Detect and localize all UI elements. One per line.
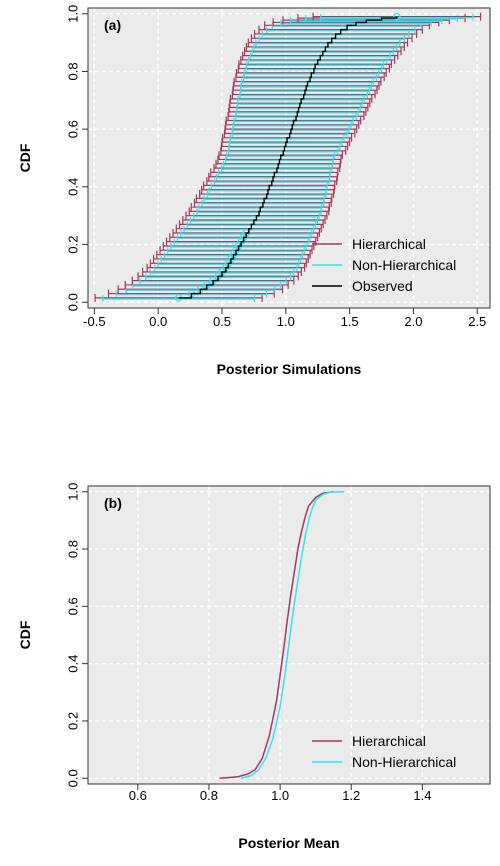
x-tick-label-0: -0.5 bbox=[83, 314, 105, 329]
observed-point bbox=[393, 12, 401, 21]
axes-a: -0.5 0.0 0.5 1.0 1.5 2.0 2.50.00.20.40.60.81.0 bbox=[65, 5, 486, 329]
legend-b: Hierarchical Non-Hierarchical bbox=[312, 733, 456, 770]
x-tick-label-4: 1.5 bbox=[341, 314, 359, 329]
grid-b bbox=[88, 486, 490, 784]
panel-label-b: (b) bbox=[104, 495, 122, 511]
panel-a: -0.5 0.0 0.5 1.0 1.5 2.0 2.50.00.20.40.60.81.0… bbox=[17, 5, 491, 377]
x-axis-title-a: Posterior Simulations bbox=[217, 361, 362, 377]
x-tick-label-3: 1.0 bbox=[277, 314, 295, 329]
observed-series-a bbox=[178, 16, 398, 299]
legend-label-1: Non-Hierarchical bbox=[352, 754, 456, 770]
y-tick-label-0: 0.0 bbox=[65, 769, 80, 787]
y-tick-label-5: 1.0 bbox=[65, 5, 80, 23]
y-axis-title-a: CDF bbox=[17, 143, 33, 172]
legend-label-2: Observed bbox=[352, 278, 413, 294]
x-tick-label-0: 0.6 bbox=[129, 788, 147, 803]
y-tick-label-0: 0.0 bbox=[65, 293, 80, 311]
y-tick-label-1: 0.2 bbox=[65, 712, 80, 730]
panel-b: 0.6 0.8 1.0 1.2 1.4 0.0 0.2 0.4 0.6 0.8 1.0 (b) Po… bbox=[17, 483, 491, 851]
plot-frame-a bbox=[87, 7, 491, 309]
legend-a: Hierarchical Non-Hierarchical Observed bbox=[312, 236, 456, 294]
grid-a bbox=[88, 8, 490, 308]
y-tick-label-3: 0.6 bbox=[65, 597, 80, 615]
x-axis-title-b: Posterior Mean bbox=[238, 835, 339, 851]
panel-label-a: (a) bbox=[104, 17, 121, 33]
series-line-non-hierarchical bbox=[240, 490, 345, 779]
x-tick-label-1: 0.0 bbox=[149, 314, 167, 329]
legend-label-0: Hierarchical bbox=[352, 733, 426, 749]
x-tick-label-3: 1.2 bbox=[342, 788, 360, 803]
plot-frame-b bbox=[87, 485, 491, 785]
y-tick-label-3: 0.6 bbox=[65, 120, 80, 138]
y-tick-label-4: 0.8 bbox=[65, 540, 80, 558]
x-tick-label-1: 0.8 bbox=[200, 788, 218, 803]
x-tick-label-5: 2.0 bbox=[404, 314, 422, 329]
x-tick-label-6: 2.5 bbox=[468, 314, 486, 329]
legend-label-1: Non-Hierarchical bbox=[352, 257, 456, 273]
y-tick-label-4: 0.8 bbox=[65, 62, 80, 80]
y-tick-label-5: 1.0 bbox=[65, 483, 80, 501]
y-tick-label-1: 0.2 bbox=[65, 235, 80, 253]
x-tick-label-2: 0.5 bbox=[213, 314, 231, 329]
observed-line bbox=[178, 16, 398, 299]
axes-b: 0.6 0.8 1.0 1.2 1.4 0.0 0.2 0.4 0.6 0.8 1.0 bbox=[65, 483, 431, 803]
x-tick-label-2: 1.0 bbox=[271, 788, 289, 803]
y-tick-label-2: 0.4 bbox=[65, 655, 80, 673]
y-axis-title-b: CDF bbox=[17, 620, 33, 649]
y-tick-label-2: 0.4 bbox=[65, 178, 80, 196]
plot-area-a bbox=[88, 8, 490, 308]
legend-label-0: Hierarchical bbox=[352, 236, 426, 252]
series-line-hierarchical bbox=[219, 490, 334, 780]
cdf-series-b bbox=[219, 490, 345, 780]
plot-area-b bbox=[88, 486, 490, 784]
x-tick-label-4: 1.4 bbox=[413, 788, 431, 803]
